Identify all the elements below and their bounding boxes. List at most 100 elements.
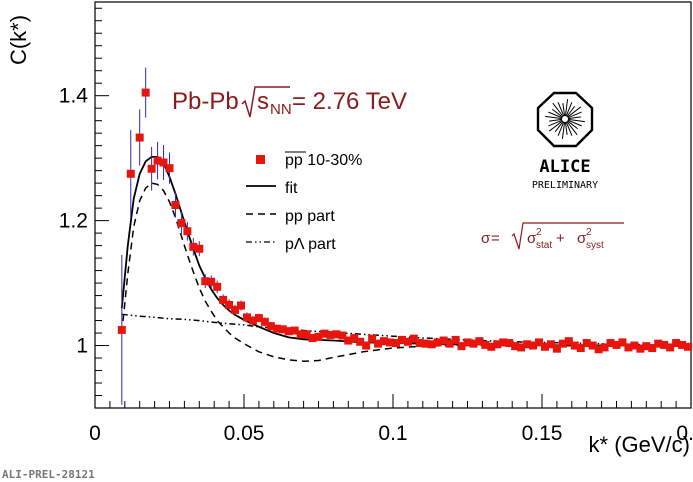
data-point [672,339,681,348]
data-point [153,156,162,165]
formula-sqrt-icon [511,222,624,250]
formula-term1: σ [527,230,537,247]
logo-ray [564,99,569,117]
logo-ray [557,102,565,117]
data-point [338,331,347,340]
axis-ticks [94,7,692,409]
data-point [213,282,222,291]
data-point [445,339,454,348]
data-point [177,219,186,228]
logo-status: PRELIMINARY [532,180,598,191]
data-point [260,317,269,326]
logo-ray [566,121,578,136]
logo-ray [554,121,564,133]
figure-id: ALI-PREL-28121 [2,468,95,481]
data-point [380,337,389,346]
data-point [344,336,353,345]
logo-ray [566,105,576,117]
collision-nn: NN [270,101,292,118]
data-point [570,341,579,350]
data-point [427,340,436,349]
data-point [415,339,424,348]
legend: pp 10-30% fit pp part pΛ part [246,151,362,253]
legend-label-pl: pΛ part [285,236,336,253]
sqrt-sign-icon [241,86,290,118]
data-point [195,244,204,253]
data-point [457,342,466,351]
data-point [254,314,263,323]
data-point [350,334,359,343]
data-point [612,340,621,349]
data-point [660,340,669,349]
y-tick-label: 1.2 [59,210,88,233]
logo-ray [562,103,566,117]
data-point [326,330,335,339]
formula-plus: + [556,230,565,247]
data-point [189,242,198,251]
data-point [302,330,311,339]
data-point [237,301,246,310]
logo-ray [548,120,563,132]
logo-ray [548,111,563,119]
data-point [126,169,135,178]
data-point [284,327,293,336]
data-point [356,337,365,346]
data-point [201,277,210,286]
x-tick-label: 0.15 [522,422,563,445]
data-point [546,340,555,349]
data-point [606,339,615,348]
data-point [648,344,657,353]
data-point [296,330,305,339]
data-point [135,133,144,142]
data-point [666,343,675,352]
svg-text:Pb-Pb: Pb-Pb [172,88,239,115]
data-point [624,343,633,352]
logo-ray [567,106,582,118]
data-point [409,334,418,343]
collision-suffix: = 2.76 TeV [292,88,407,115]
data-point [535,338,544,347]
data-point [517,343,526,352]
data-point [320,329,329,338]
x-tick-label: 0.1 [378,422,407,445]
data-point [421,339,430,348]
data-point [141,88,150,97]
logo-ray [561,121,566,139]
data-point [678,340,687,349]
data-point [511,342,520,351]
logo-ray [545,115,563,120]
y-axis-title: C(k*) [6,15,31,65]
data-point [564,337,573,346]
data-point [219,295,228,304]
logo-ray [565,121,573,136]
legend-marker-data [256,155,265,164]
formula-term2: σ [577,230,587,247]
data-point [654,339,663,348]
logo-ray [552,102,564,117]
legend-label-pp: pp part [285,208,335,225]
data-point [272,324,281,333]
logo-ray [567,116,581,120]
data-point [231,305,240,314]
data-point [225,300,234,309]
data-point [636,344,645,353]
data-point [171,201,180,209]
formula-equals: = [491,230,500,247]
data-point [248,316,257,325]
data-point [290,326,299,335]
data-point [588,341,597,350]
data-point [242,313,251,322]
data-point [207,277,216,286]
logo-ray [564,121,568,135]
data-point [147,164,156,173]
alice-rays-icon [545,99,585,139]
formula-sup1: 2 [536,227,542,238]
data-point [475,337,484,346]
data-point [439,336,448,345]
logo-ray [551,108,563,118]
alice-logo-icon [536,91,594,148]
logo-ray [557,121,565,136]
curve-pppart [121,182,691,362]
data-point [397,335,406,344]
data-point [487,342,496,351]
